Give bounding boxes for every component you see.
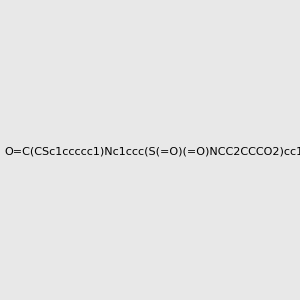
- Text: O=C(CSc1ccccc1)Nc1ccc(S(=O)(=O)NCC2CCCO2)cc1: O=C(CSc1ccccc1)Nc1ccc(S(=O)(=O)NCC2CCCO2…: [4, 146, 300, 157]
